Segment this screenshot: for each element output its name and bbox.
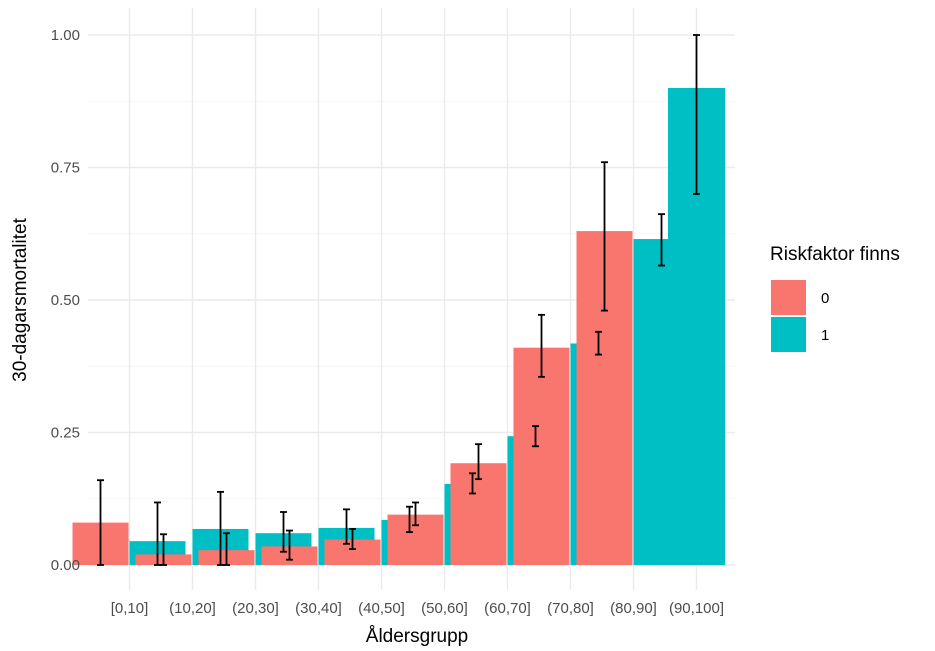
bar-(60,70]-0 <box>450 463 507 565</box>
x-axis-title: Åldersgrupp <box>366 626 468 647</box>
error-bar-(60,70]-0 <box>475 443 482 481</box>
x-tick-label: (80,90] <box>610 600 657 617</box>
error-bar-(90,100]-1 <box>693 34 700 195</box>
x-tick-label: (20,30] <box>232 600 279 617</box>
y-tick-labels: 0.00 0.25 0.50 0.75 1.00 <box>51 27 80 574</box>
legend-item-0: 0 <box>771 280 829 315</box>
x-tick-labels: [0,10] (10,20] (20,30] (30,40] (40,50] (50,60… <box>111 600 724 617</box>
y-tick-label: 0.00 <box>51 557 80 574</box>
x-tick-label: [0,10] <box>111 600 149 617</box>
error-bar-(40,50]-1 <box>406 505 413 534</box>
error-bar-(30,40]-0 <box>286 529 293 561</box>
x-tick-label: (10,20] <box>169 600 216 617</box>
y-tick-label: 0.50 <box>51 292 80 309</box>
y-axis-title: 30-dagarsmortalitet <box>10 217 31 381</box>
error-bar-(50,60]-1 <box>469 472 476 495</box>
x-tick-label: (70,80] <box>547 600 594 617</box>
error-bar-(70,80]-0 <box>538 313 545 378</box>
legend-items: 01 <box>771 280 829 352</box>
y-tick-label: 0.25 <box>51 425 80 442</box>
error-bar-(20,30]-1 <box>280 511 287 553</box>
legend-label: 1 <box>821 327 829 344</box>
error-bar-[0,10]-1 <box>154 501 161 566</box>
error-bar-(30,40]-1 <box>343 508 350 545</box>
error-bar-(50,60]-0 <box>412 501 419 527</box>
x-tick-label: (30,40] <box>295 600 342 617</box>
error-bar-(20,30]-0 <box>223 532 230 566</box>
x-tick-label: (50,60] <box>421 600 468 617</box>
legend-swatch <box>771 317 806 352</box>
error-bar-(10,20]-1 <box>217 490 224 566</box>
error-bar-(60,70]-1 <box>532 425 539 448</box>
legend-item-1: 1 <box>771 317 829 352</box>
error-bar-(80,90]-1 <box>658 213 665 267</box>
error-bar-[0,10]-0 <box>97 479 104 566</box>
error-bars <box>97 34 700 566</box>
bar-(70,80]-0 <box>513 347 570 565</box>
y-tick-label: 0.75 <box>51 160 80 177</box>
error-bar-(80,90]-0 <box>601 161 608 312</box>
x-tick-label: (90,100] <box>669 600 724 617</box>
y-tick-label: 1.00 <box>51 27 80 44</box>
error-bar-(40,50]-0 <box>349 528 356 550</box>
legend-title: Riskfaktor finns <box>770 244 900 265</box>
error-bar-(10,20]-0 <box>160 533 167 566</box>
x-tick-label: (60,70] <box>484 600 531 617</box>
legend-label: 0 <box>821 290 829 307</box>
error-bar-(70,80]-1 <box>595 330 602 356</box>
bars <box>72 88 725 566</box>
x-tick-label: (40,50] <box>358 600 405 617</box>
legend: Riskfaktor finns 01 <box>770 244 900 352</box>
legend-swatch <box>771 280 806 315</box>
